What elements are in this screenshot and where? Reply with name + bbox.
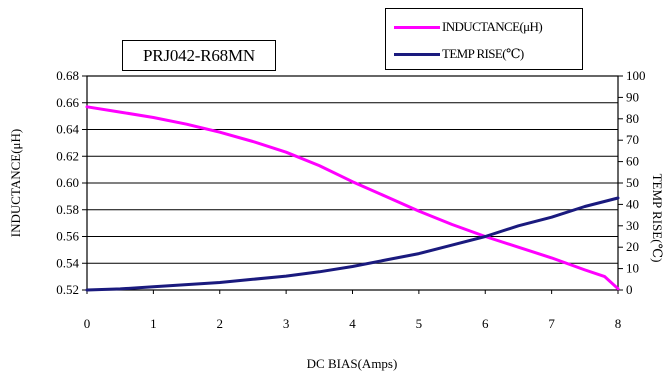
x-tick-label: 4 <box>349 316 356 331</box>
plot-frame <box>86 75 619 291</box>
x-tick-label: 8 <box>615 316 622 331</box>
legend-item-temp-rise: TEMP RISE(℃) <box>394 44 524 64</box>
y2-tick-label: 20 <box>626 239 639 254</box>
x-tick-label: 7 <box>548 316 555 331</box>
y2-tick-label: 10 <box>626 261 639 276</box>
y-tick-label: 0.66 <box>56 95 79 110</box>
legend-label-inductance: INDUCTANCE(μH) <box>442 19 543 34</box>
series-line-inductance <box>85 105 620 291</box>
y-tick-label: 0.52 <box>56 282 79 297</box>
y2-tick-label: 50 <box>626 175 639 190</box>
legend-item-inductance: INDUCTANCE(μH) <box>394 17 543 37</box>
x-axis-title: DC BIAS(Amps) <box>307 356 398 371</box>
y2-axis-title: TEMP RISE(℃) <box>650 174 665 263</box>
series-line-temp-rise <box>85 196 620 292</box>
legend-label-temp-rise: TEMP RISE(℃) <box>442 46 524 61</box>
y-tick-label: 0.60 <box>56 175 79 190</box>
x-tick-label: 2 <box>217 316 224 331</box>
y-tick-label: 0.68 <box>56 68 79 83</box>
y2-tick-label: 100 <box>626 68 646 83</box>
y-tick-label: 0.56 <box>56 229 79 244</box>
legend: INDUCTANCE(μH) TEMP RISE(℃) <box>385 8 583 70</box>
y2-tick-label: 80 <box>626 111 639 126</box>
y-tick-label: 0.62 <box>56 148 79 163</box>
y2-tick-label: 90 <box>626 89 639 104</box>
legend-swatch-temp-rise <box>394 52 440 56</box>
y2-tick-label: 30 <box>626 218 639 233</box>
y-tick-label: 0.58 <box>56 202 79 217</box>
series-group <box>85 105 620 292</box>
x-tick-label: 3 <box>283 316 290 331</box>
chart-title: PRJ042-R68MN <box>122 40 276 71</box>
y2-tick-label: 60 <box>626 154 639 169</box>
y2-tick-label: 40 <box>626 196 639 211</box>
tick-labels: 0.520.540.560.580.600.620.640.660.680102… <box>56 68 645 331</box>
x-tick-label: 5 <box>416 316 423 331</box>
grid <box>82 75 623 294</box>
x-tick-label: 1 <box>150 316 157 331</box>
y2-tick-label: 70 <box>626 132 639 147</box>
legend-swatch-inductance <box>394 25 440 29</box>
x-tick-label: 6 <box>482 316 489 331</box>
y2-tick-label: 0 <box>626 282 633 297</box>
y-tick-label: 0.64 <box>56 122 79 137</box>
y-tick-label: 0.54 <box>56 255 79 270</box>
x-tick-label: 0 <box>84 316 91 331</box>
y-axis-title: INDUCTANCE(μH) <box>8 129 23 237</box>
